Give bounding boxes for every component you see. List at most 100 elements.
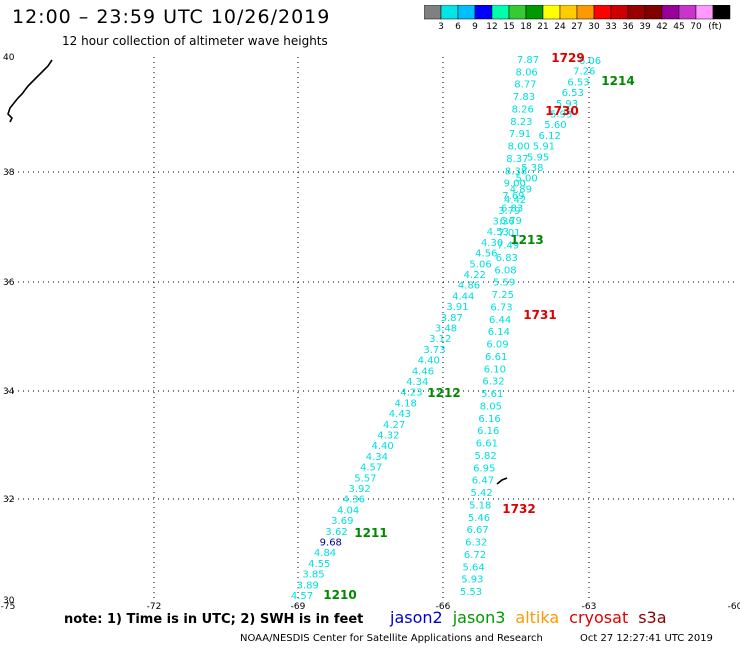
x-tick-label: -63 bbox=[582, 602, 597, 612]
wave-height-label: 6.61 bbox=[485, 352, 507, 363]
wave-height-label: 4.36 bbox=[343, 495, 365, 506]
colorbar bbox=[424, 5, 731, 20]
wave-height-label: 4.43 bbox=[389, 409, 411, 420]
wave-height-label: 5.64 bbox=[463, 562, 485, 573]
wave-height-label: 6.06 bbox=[579, 56, 601, 67]
wave-height-label: 5.60 bbox=[544, 120, 566, 131]
wave-height-label: 8.05 bbox=[480, 401, 502, 412]
time-label: 1212 bbox=[427, 386, 460, 400]
wave-height-label: 6.12 bbox=[539, 131, 561, 142]
legend-altika: altika bbox=[515, 608, 560, 627]
wave-height-label: 6.14 bbox=[488, 327, 510, 338]
wave-height-label: 6.72 bbox=[464, 550, 486, 561]
wave-height-label: 8.77 bbox=[514, 80, 536, 91]
wave-height-label: 8.06 bbox=[516, 67, 538, 78]
credit-timestamp: Oct 27 12:27:41 UTC 2019 bbox=[580, 633, 713, 644]
wave-height-label: 8.23 bbox=[510, 117, 532, 128]
time-label: 1732 bbox=[502, 502, 535, 516]
wave-height-label: 4.18 bbox=[395, 398, 417, 409]
wave-height-label: 7.26 bbox=[573, 67, 595, 78]
wave-height-label: 6.83 bbox=[496, 253, 518, 264]
wave-height-label: 8.00 bbox=[508, 142, 530, 153]
colorbar-label: 42 bbox=[656, 22, 668, 32]
colorbar-labels: 3 6 9 12 15 18 21 24 27 30 33 36 39 42 45 70 (ft) bbox=[424, 22, 740, 34]
wave-height-label: 5.93 bbox=[550, 110, 572, 121]
legend-s3a: s3a bbox=[638, 608, 667, 627]
wave-height-label: 5.91 bbox=[533, 142, 555, 153]
colorbar-label: 21 bbox=[537, 22, 549, 32]
wave-height-label: 4.34 bbox=[406, 377, 428, 388]
wave-height-label: 6.16 bbox=[477, 426, 499, 437]
wave-height-label: 3.87 bbox=[441, 313, 463, 324]
wave-height-label: 7.83 bbox=[513, 92, 535, 103]
wave-height-label: 4.04 bbox=[337, 505, 359, 516]
wave-height-label: 4.89 bbox=[510, 184, 532, 195]
wave-height-label: 6.10 bbox=[484, 364, 506, 375]
wave-height-label: 4.57 bbox=[360, 463, 382, 474]
x-tick-label: -72 bbox=[147, 602, 162, 612]
wave-height-label: 3.62 bbox=[325, 527, 347, 538]
wave-height-label: 5.06 bbox=[469, 259, 491, 270]
wave-height-label: 6.32 bbox=[465, 538, 487, 549]
page-subtitle: 12 hour collection of altimeter wave hei… bbox=[62, 34, 328, 48]
wave-height-label: 3.89 bbox=[297, 580, 319, 591]
x-tick-label: -75 bbox=[1, 602, 16, 612]
wave-height-label: 3.73 bbox=[423, 345, 445, 356]
colorbar-label: 30 bbox=[588, 22, 600, 32]
y-tick-label: 38 bbox=[3, 168, 15, 178]
wave-height-label: 6.53 bbox=[567, 77, 589, 88]
time-label: 1730 bbox=[545, 104, 578, 118]
wave-height-label: 6.32 bbox=[482, 377, 504, 388]
wave-height-label: 8.38 bbox=[505, 166, 527, 177]
wave-height-label: 6.09 bbox=[486, 340, 508, 351]
wave-height-label: 3.92 bbox=[348, 484, 370, 495]
legend-jason3: jason3 bbox=[452, 608, 506, 627]
wave-height-label: 6.83 bbox=[501, 203, 523, 214]
wave-height-label: 6.61 bbox=[476, 439, 498, 450]
wave-height-label: 4.86 bbox=[458, 281, 480, 292]
colorbar-label: 3 bbox=[438, 22, 444, 32]
wave-height-label: 6.95 bbox=[473, 463, 495, 474]
wave-height-label: 6.67 bbox=[466, 525, 488, 536]
credit-text: NOAA/NESDIS Center for Satellite Applica… bbox=[240, 633, 543, 644]
wave-height-label: 7.91 bbox=[509, 129, 531, 140]
wave-height-label: 4.84 bbox=[314, 548, 336, 559]
wave-height-label: 4.46 bbox=[412, 366, 434, 377]
wave-height-label: 4.42 bbox=[504, 195, 526, 206]
wave-height-label: 5.57 bbox=[354, 473, 376, 484]
wave-height-label: 8.26 bbox=[512, 104, 534, 115]
wave-height-label: 4.56 bbox=[475, 249, 497, 260]
colorbar-label: 12 bbox=[486, 22, 498, 32]
wave-height-label: 5.61 bbox=[481, 389, 503, 400]
legend-cryosat: cryosat bbox=[569, 608, 629, 627]
wave-height-label: 3.91 bbox=[446, 302, 468, 313]
y-tick-label: 32 bbox=[3, 495, 14, 505]
colorbar-label: 27 bbox=[571, 22, 583, 32]
wave-height-label: 7.01 bbox=[498, 228, 520, 239]
colorbar-label: 6 bbox=[455, 22, 461, 32]
wave-height-label: 5.38 bbox=[521, 163, 543, 174]
island-shape bbox=[496, 477, 508, 485]
wave-height-label: 4.57 bbox=[291, 591, 313, 602]
wave-height-label: 5.59 bbox=[493, 278, 515, 289]
wave-height-label: 5.42 bbox=[470, 488, 492, 499]
wave-height-label: 3.69 bbox=[331, 516, 353, 527]
colorbar-label: 15 bbox=[503, 22, 515, 32]
wave-height-label: 8.37 bbox=[506, 154, 528, 165]
wave-height-label: 7.49 bbox=[497, 241, 519, 252]
wave-height-label: 4.53 bbox=[487, 227, 509, 238]
wave-height-label: 5.53 bbox=[460, 587, 482, 598]
wave-height-label: 3.12 bbox=[429, 334, 451, 345]
wave-height-label: 5.00 bbox=[516, 174, 538, 185]
colorbar-label: 45 bbox=[673, 22, 685, 32]
wave-height-label: 5.93 bbox=[461, 575, 483, 586]
wave-height-label: 5.46 bbox=[468, 513, 490, 524]
wave-height-label: 7.87 bbox=[517, 55, 539, 66]
x-tick-label: -69 bbox=[291, 602, 306, 612]
wave-height-label: 3.48 bbox=[435, 324, 457, 335]
colorbar-label: 9 bbox=[472, 22, 478, 32]
colorbar-label: 33 bbox=[605, 22, 617, 32]
wave-height-label: 4.22 bbox=[464, 270, 486, 281]
colorbar-label: 24 bbox=[554, 22, 566, 32]
wave-height-label: 9.68 bbox=[320, 538, 342, 549]
